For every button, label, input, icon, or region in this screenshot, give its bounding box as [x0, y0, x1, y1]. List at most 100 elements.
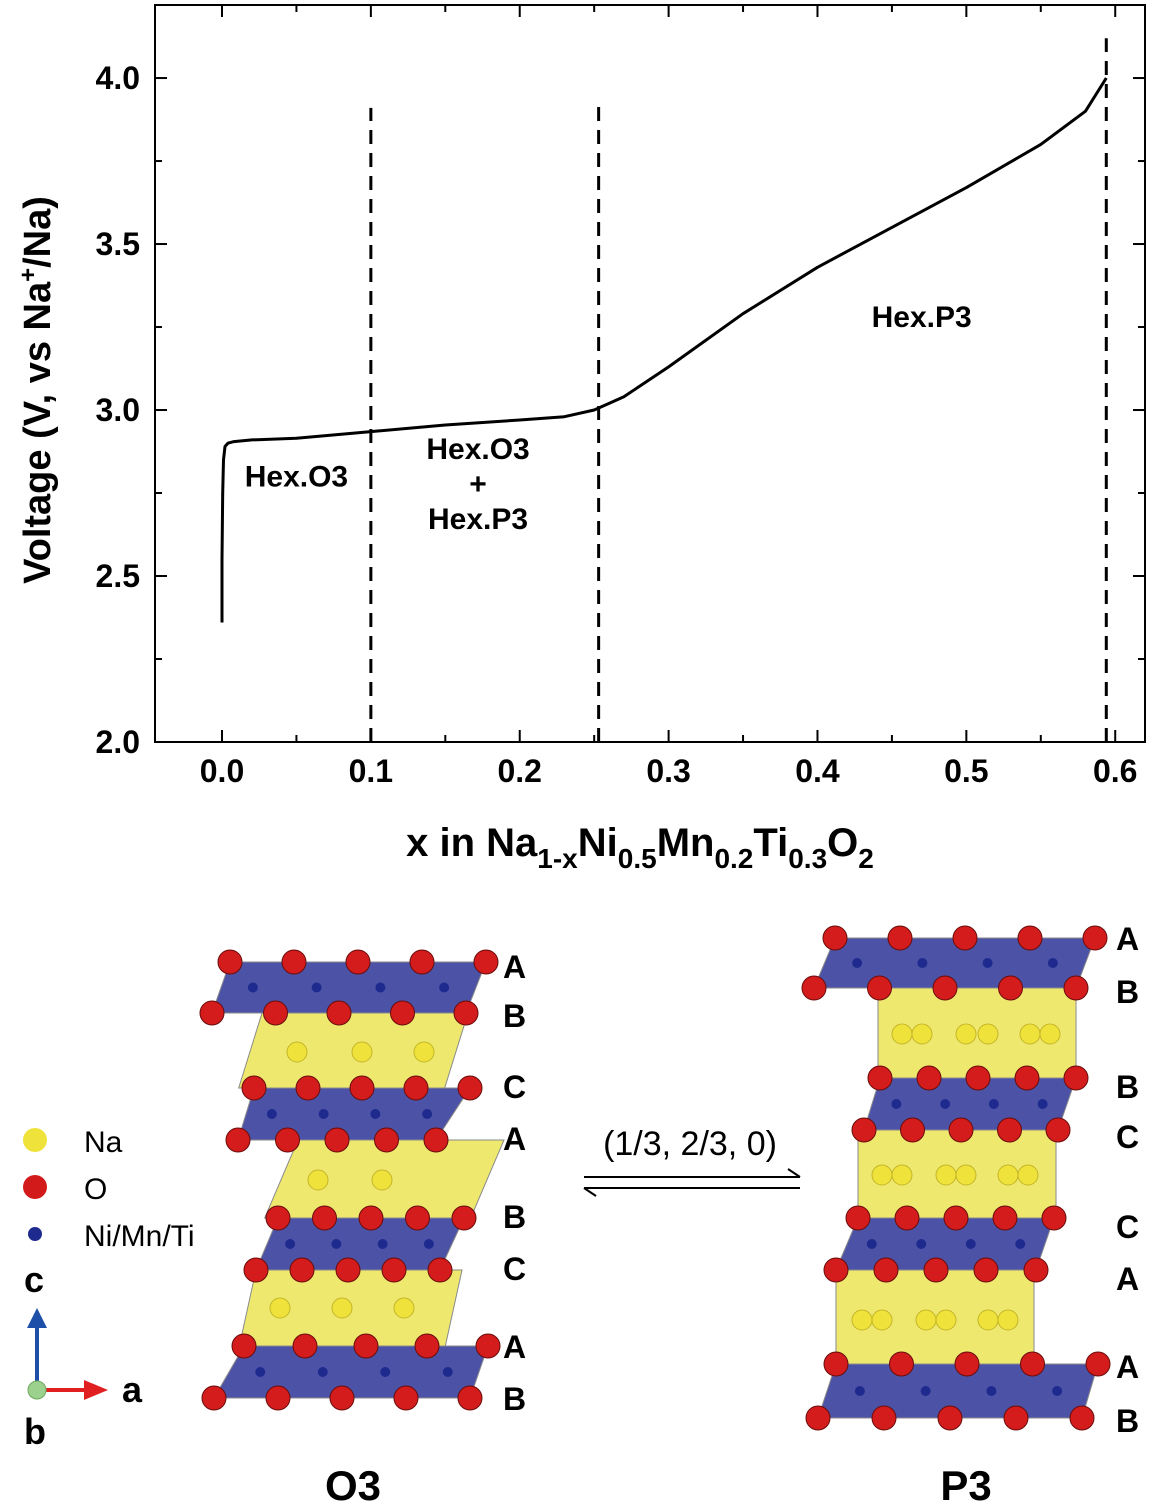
oxygen-atom	[289, 1257, 315, 1283]
oxygen-atom	[231, 1333, 257, 1359]
tm-atom	[423, 1239, 434, 1249]
sodium-atom	[891, 1164, 913, 1186]
oxygen-atom	[457, 1385, 483, 1411]
sodium-atom	[1017, 1164, 1039, 1186]
c-axis-arrowhead	[27, 1308, 47, 1328]
sodium-atom	[351, 1041, 373, 1063]
sodium-atom	[269, 1297, 291, 1319]
sodium-atom	[1019, 1023, 1041, 1045]
tm-atom	[982, 958, 993, 968]
tm-atom	[266, 1109, 277, 1119]
oxygen-atom	[312, 1205, 337, 1231]
tm-atom	[247, 982, 258, 993]
stacking-label: C	[503, 1069, 526, 1105]
sodium-atom	[1039, 1023, 1061, 1045]
tm-atom	[311, 982, 322, 993]
layer-slab	[237, 1087, 471, 1141]
atom-legend: Na O Ni/Mn/Ti	[23, 1126, 195, 1253]
stacking-label: B	[503, 1199, 526, 1235]
oxygen-atom	[381, 1257, 407, 1283]
oxygen-atom	[1014, 1065, 1040, 1091]
oxygen-atom	[324, 1127, 350, 1153]
oxygen-atom	[326, 1000, 352, 1026]
a-axis-label: a	[122, 1369, 143, 1410]
sodium-atom	[955, 1164, 977, 1186]
oxygen-atom	[948, 1117, 974, 1143]
layer-slab	[211, 961, 487, 1014]
oxygen-atom	[954, 1351, 980, 1377]
tm-atom	[1052, 1386, 1063, 1396]
stacking-label: C	[1116, 1119, 1139, 1155]
voltage-chart: 0.0 0.1 0.2 0.3 0.4 0.5 0.6 2.0 2.5 3.0 3.5 4.0 Hex…	[15, 4, 1146, 874]
oxygen-atom	[889, 1351, 914, 1377]
b-axis-label: b	[24, 1411, 46, 1452]
tm-atom	[377, 1239, 388, 1249]
y-axis-label: Voltage (V, vs Na+/Na)	[15, 196, 59, 584]
oxygen-atom	[358, 1205, 384, 1231]
tm-atom	[988, 1099, 999, 1109]
oxygen-atom	[390, 1000, 415, 1026]
tm-atom	[1015, 1239, 1026, 1249]
stacking-label: B	[1116, 974, 1139, 1010]
oxygen-atom	[453, 1000, 479, 1026]
legend-swatch	[23, 1175, 47, 1199]
y-tick-label: 4.0	[96, 60, 140, 96]
sodium-atom	[935, 1164, 957, 1186]
stacking-label: C	[503, 1251, 526, 1287]
oxygen-atom	[805, 1405, 831, 1431]
oxygen-atom	[374, 1127, 399, 1153]
tm-atom	[380, 1367, 391, 1377]
sodium-atom	[955, 1023, 977, 1045]
voltage-curve	[220, 77, 1108, 623]
sodium-atom	[997, 1164, 1019, 1186]
sodium-atom	[911, 1023, 933, 1045]
sodium-atom	[977, 1023, 999, 1045]
oxygen-atom	[427, 1257, 453, 1283]
plot-frame	[154, 4, 1146, 743]
oxygen-atom	[1063, 975, 1089, 1001]
oxygen-atom	[923, 1257, 949, 1283]
layer-slab	[835, 1217, 1055, 1271]
tm-atom	[285, 1239, 296, 1249]
oxygen-atom	[998, 975, 1023, 1001]
oxygen-atom	[265, 1205, 291, 1231]
stacking-label: B	[503, 998, 526, 1034]
oxygen-atom	[1017, 925, 1043, 951]
x-tick-label: 0.0	[200, 753, 244, 789]
tm-atom	[370, 1109, 381, 1119]
oxygen-atom	[423, 1127, 449, 1153]
tm-atom	[965, 1239, 976, 1249]
oxygen-atom	[217, 949, 243, 975]
stacking-label: B	[1116, 1403, 1139, 1439]
layer-slab	[817, 1363, 1099, 1419]
legend-swatch	[23, 1128, 47, 1152]
oxygen-atom	[281, 949, 307, 975]
layer-slab	[255, 1217, 465, 1271]
stacking-label: B	[1116, 1069, 1139, 1105]
legend-swatch	[28, 1227, 42, 1241]
oxygen-atom	[823, 1257, 849, 1283]
legend-label: Na	[84, 1126, 123, 1159]
stacking-label: C	[1116, 1209, 1139, 1245]
oxygen-atom	[243, 1257, 269, 1283]
y-tick-label: 3.5	[96, 226, 140, 262]
oxygen-atom	[916, 1065, 942, 1091]
a-axis-arrowhead	[84, 1380, 108, 1400]
oxygen-atom	[265, 1385, 291, 1411]
phase-annotation: Hex.O3	[245, 460, 348, 493]
oxygen-atom	[451, 1205, 477, 1231]
layer-slab	[238, 1269, 463, 1347]
layer-slab	[857, 1129, 1057, 1219]
oxygen-atom	[937, 1405, 963, 1431]
oxygen-atom	[292, 1333, 318, 1359]
c-axis-label: c	[24, 1259, 44, 1300]
oxygen-atom	[1003, 1405, 1029, 1431]
stacking-label: A	[1116, 1349, 1139, 1385]
oxygen-atom	[473, 949, 499, 975]
oxygen-atom	[1041, 1205, 1067, 1231]
oxygen-atom	[900, 1117, 925, 1143]
phase-annotation: Hex.O3 + Hex.P3	[426, 433, 529, 536]
oxygen-atom	[475, 1333, 501, 1359]
oxygen-atom	[822, 925, 848, 951]
